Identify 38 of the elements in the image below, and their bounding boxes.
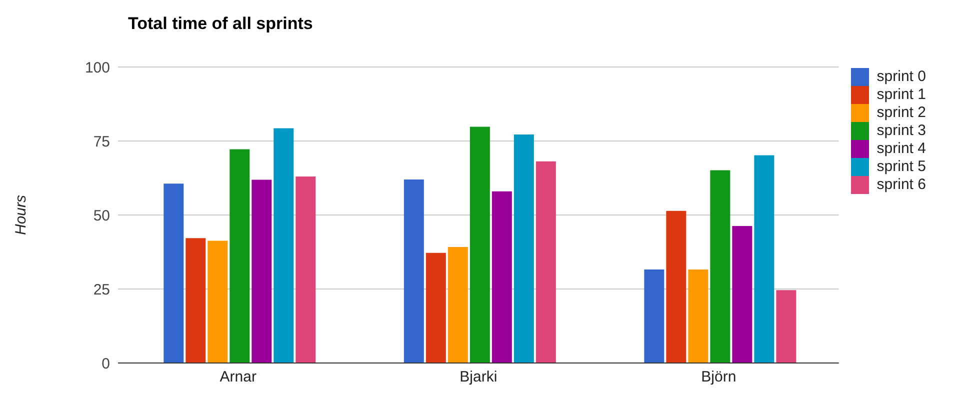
legend-label: sprint 5 — [876, 158, 926, 176]
bar — [404, 179, 424, 363]
bar — [644, 269, 664, 363]
legend-label: sprint 6 — [876, 176, 926, 194]
bar — [230, 149, 250, 363]
legend-label: sprint 1 — [876, 86, 926, 104]
bar — [470, 126, 490, 363]
bar — [710, 170, 730, 363]
y-tick-label: 0 — [102, 355, 110, 372]
bar — [536, 161, 556, 363]
bar — [186, 238, 206, 363]
bar — [448, 246, 468, 363]
bar — [208, 240, 228, 363]
x-tick-label: Arnar — [220, 368, 256, 386]
y-tick-label: 75 — [93, 133, 110, 150]
y-tick-label: 50 — [93, 207, 110, 224]
legend-label: sprint 3 — [876, 122, 926, 140]
x-tick-label: Bjarki — [460, 368, 498, 386]
chart-title: Total time of all sprints — [128, 14, 313, 34]
legend-label: sprint 2 — [876, 104, 926, 122]
legend-label: sprint 0 — [876, 68, 926, 85]
bar — [426, 252, 446, 363]
y-tick-label: 25 — [93, 281, 110, 298]
bar — [776, 290, 796, 363]
bar — [492, 191, 512, 363]
bar — [514, 134, 534, 363]
bar — [732, 226, 752, 363]
x-tick-label: Björn — [701, 368, 736, 386]
bar — [666, 210, 686, 363]
y-axis-title: Hours — [12, 194, 30, 236]
y-tick-label: 100 — [84, 59, 110, 76]
bar — [164, 184, 184, 363]
bar — [252, 180, 272, 363]
bar — [688, 269, 708, 363]
bar — [754, 155, 774, 363]
legend-label: sprint 4 — [876, 140, 926, 158]
bar — [296, 176, 316, 363]
bar — [274, 128, 294, 363]
